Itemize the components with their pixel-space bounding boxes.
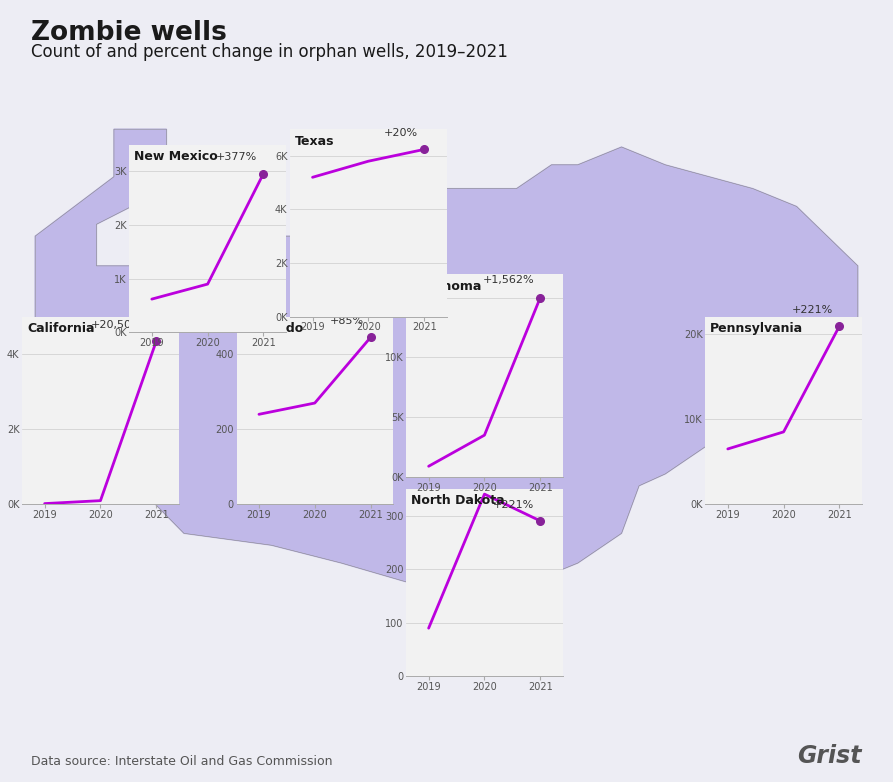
Text: California: California: [27, 322, 95, 335]
Text: Grist: Grist: [797, 744, 862, 768]
Text: Count of and percent change in orphan wells, 2019–2021: Count of and percent change in orphan we…: [31, 43, 508, 61]
Text: North Dakota: North Dakota: [411, 494, 505, 508]
Text: +221%: +221%: [493, 500, 534, 510]
Text: +377%: +377%: [216, 152, 257, 163]
Text: +20%: +20%: [384, 128, 418, 138]
Text: New Mexico: New Mexico: [134, 150, 218, 163]
Text: +221%: +221%: [792, 305, 833, 315]
Text: +85%: +85%: [330, 316, 364, 326]
Text: Pennsylvania: Pennsylvania: [710, 322, 804, 335]
Text: +20,504%: +20,504%: [91, 320, 150, 330]
Text: Colorado: Colorado: [241, 322, 304, 335]
Polygon shape: [35, 129, 858, 593]
Text: +1,562%: +1,562%: [482, 275, 534, 285]
Text: Oklahoma: Oklahoma: [411, 280, 481, 292]
Text: Texas: Texas: [295, 135, 334, 148]
Text: Data source: Interstate Oil and Gas Commission: Data source: Interstate Oil and Gas Comm…: [31, 755, 333, 768]
Text: Zombie wells: Zombie wells: [31, 20, 227, 45]
